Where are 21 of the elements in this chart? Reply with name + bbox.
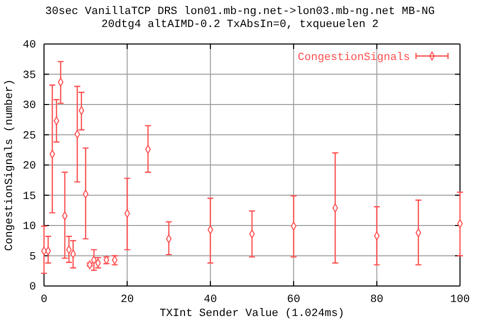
x-tick-label: 60 (287, 294, 300, 306)
x-tick-label: 20 (120, 294, 134, 306)
y-tick-label: 5 (29, 251, 36, 264)
y-tick-label: 10 (22, 221, 36, 234)
x-tick-label: 40 (204, 294, 217, 306)
legend-label: CongestionSignals (298, 52, 410, 64)
chart-title: 30sec VanillaTCP DRS lon01.mb-ng.net->lon03.mb-ng.net MB-NG (45, 6, 435, 18)
y-tick-label: 35 (22, 70, 36, 82)
y-tick-label: 40 (22, 40, 36, 52)
x-axis-title: TXInt Sender Value (1.024ms) (160, 308, 344, 320)
x-tick-label: 100 (450, 294, 470, 306)
legend: CongestionSignals (298, 51, 449, 64)
y-tick-label: 20 (22, 160, 36, 173)
chart-subtitle: 20dtg4 altAIMD-0.2 TxAbsIn=0, txqueuelen 2 (101, 19, 379, 31)
x-tick-label: 0 (40, 294, 48, 306)
x-tick-label: 80 (370, 294, 384, 306)
y-tick-label: 0 (29, 282, 36, 294)
y-tick-label: 15 (22, 190, 36, 203)
y-tick-label: 25 (22, 130, 36, 142)
y-tick-label: 30 (22, 100, 36, 112)
y-axis-title: CongestionSignals (number) (4, 79, 16, 251)
